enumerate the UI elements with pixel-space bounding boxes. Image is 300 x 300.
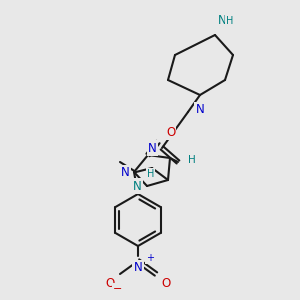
Text: N: N: [134, 261, 142, 274]
Text: H: H: [188, 155, 196, 165]
Text: N: N: [133, 179, 142, 193]
Text: H: H: [147, 169, 154, 179]
Text: N: N: [196, 103, 204, 116]
Text: O: O: [166, 126, 175, 139]
Text: O: O: [106, 277, 115, 290]
Text: O: O: [161, 277, 170, 290]
Text: N: N: [121, 167, 130, 179]
Text: N: N: [218, 14, 227, 27]
Text: +: +: [146, 253, 154, 263]
Text: H: H: [226, 16, 233, 26]
Text: N: N: [148, 142, 157, 154]
Text: −: −: [113, 284, 123, 294]
